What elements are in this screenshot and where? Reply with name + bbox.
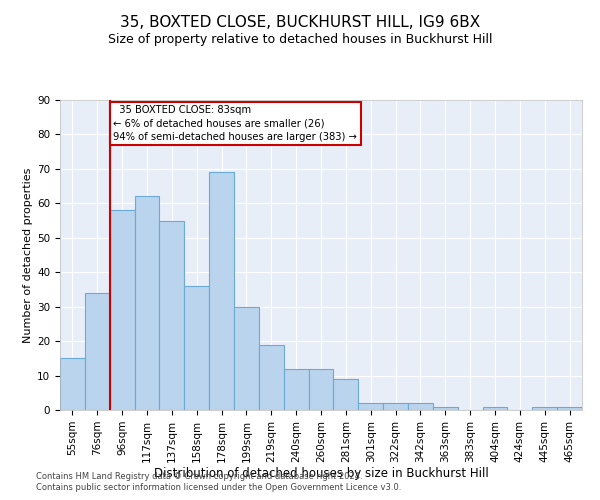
Bar <box>209 172 234 410</box>
Bar <box>408 403 433 410</box>
Text: Contains HM Land Registry data © Crown copyright and database right 2024.: Contains HM Land Registry data © Crown c… <box>36 472 362 481</box>
Text: 35 BOXTED CLOSE: 83sqm
← 6% of detached houses are smaller (26)
94% of semi-deta: 35 BOXTED CLOSE: 83sqm ← 6% of detached … <box>113 105 358 142</box>
Y-axis label: Number of detached properties: Number of detached properties <box>23 168 33 342</box>
Text: Contains public sector information licensed under the Open Government Licence v3: Contains public sector information licen… <box>36 484 401 492</box>
Bar <box>110 210 134 410</box>
Text: Size of property relative to detached houses in Buckhurst Hill: Size of property relative to detached ho… <box>108 32 492 46</box>
Bar <box>532 406 557 410</box>
Bar <box>557 406 582 410</box>
Bar <box>259 344 284 410</box>
Bar <box>334 379 358 410</box>
Bar <box>184 286 209 410</box>
Text: 35, BOXTED CLOSE, BUCKHURST HILL, IG9 6BX: 35, BOXTED CLOSE, BUCKHURST HILL, IG9 6B… <box>120 15 480 30</box>
Bar <box>383 403 408 410</box>
Bar <box>482 406 508 410</box>
Bar <box>85 293 110 410</box>
Bar <box>284 368 308 410</box>
Bar <box>433 406 458 410</box>
Bar <box>160 220 184 410</box>
Bar <box>234 306 259 410</box>
Bar <box>308 368 334 410</box>
Bar <box>358 403 383 410</box>
Bar <box>134 196 160 410</box>
X-axis label: Distribution of detached houses by size in Buckhurst Hill: Distribution of detached houses by size … <box>154 468 488 480</box>
Bar <box>60 358 85 410</box>
